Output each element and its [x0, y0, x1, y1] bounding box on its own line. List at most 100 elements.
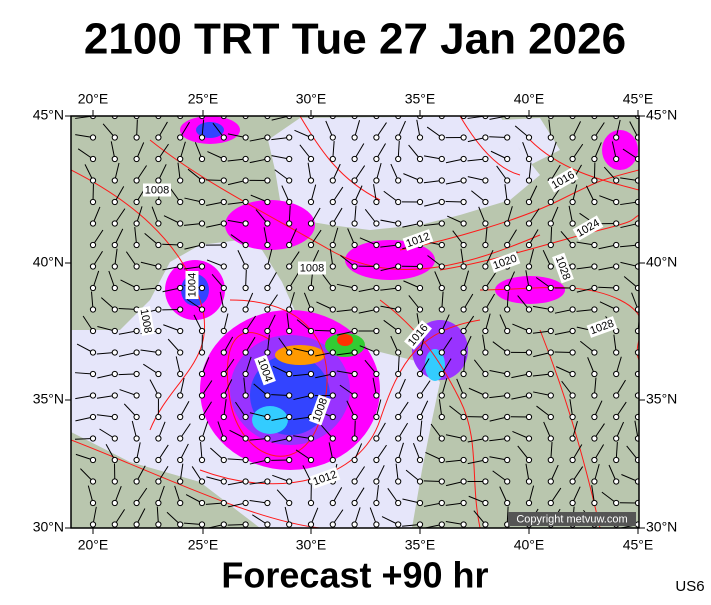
station: [221, 328, 226, 333]
station: [178, 135, 183, 140]
station: [134, 156, 139, 161]
station: [178, 500, 183, 505]
station: [396, 156, 401, 161]
station: [265, 500, 270, 505]
station: [374, 328, 379, 333]
station: [548, 199, 553, 204]
station: [526, 479, 531, 484]
station: [352, 522, 357, 527]
station: [396, 264, 401, 269]
station: [352, 242, 357, 247]
station: [112, 156, 117, 161]
station: [308, 285, 313, 290]
station: [199, 479, 204, 484]
station: [548, 156, 553, 161]
station: [439, 328, 444, 333]
station: [90, 479, 95, 484]
station: [614, 221, 619, 226]
station: [308, 500, 313, 505]
station: [178, 522, 183, 527]
station: [592, 264, 597, 269]
wind-barb: [98, 109, 115, 116]
station: [308, 393, 313, 398]
station: [396, 328, 401, 333]
station: [265, 457, 270, 462]
station: [483, 371, 488, 376]
wind-barb: [352, 98, 355, 116]
station: [461, 242, 466, 247]
station: [352, 436, 357, 441]
lat-label-right: 30°N: [646, 519, 677, 535]
station: [243, 414, 248, 419]
station: [330, 135, 335, 140]
station: [461, 479, 466, 484]
lat-label-right: 45°N: [646, 107, 677, 123]
station: [134, 328, 139, 333]
station: [352, 221, 357, 226]
station: [156, 522, 161, 527]
station: [308, 135, 313, 140]
station: [592, 371, 597, 376]
station: [461, 350, 466, 355]
station: [287, 328, 292, 333]
station: [352, 371, 357, 376]
station: [374, 135, 379, 140]
station: [374, 522, 379, 527]
station: [417, 285, 422, 290]
station: [635, 242, 640, 247]
station: [352, 414, 357, 419]
isobar-label: 1004: [186, 271, 199, 299]
station: [178, 328, 183, 333]
station: [243, 371, 248, 376]
station: [308, 457, 313, 462]
station: [156, 178, 161, 183]
station: [635, 371, 640, 376]
station: [614, 479, 619, 484]
station: [526, 264, 531, 269]
station: [178, 199, 183, 204]
station: [243, 199, 248, 204]
station: [570, 264, 575, 269]
station: [134, 371, 139, 376]
station: [570, 328, 575, 333]
station: [592, 242, 597, 247]
station: [374, 371, 379, 376]
station: [439, 414, 444, 419]
station: [505, 350, 510, 355]
station: [635, 328, 640, 333]
station: [221, 178, 226, 183]
station: [134, 199, 139, 204]
isobar-label: 1008: [143, 184, 171, 197]
station: [112, 500, 117, 505]
station: [265, 242, 270, 247]
station: [592, 156, 597, 161]
station: [483, 285, 488, 290]
station: [526, 221, 531, 226]
station: [417, 457, 422, 462]
station: [90, 199, 95, 204]
station: [287, 393, 292, 398]
station: [439, 436, 444, 441]
station: [374, 199, 379, 204]
station: [635, 221, 640, 226]
lat-label-left: 30°N: [33, 519, 64, 535]
station: [614, 242, 619, 247]
station: [352, 479, 357, 484]
station: [287, 457, 292, 462]
station: [483, 436, 488, 441]
lat-label-left: 35°N: [33, 391, 64, 407]
station: [614, 264, 619, 269]
station: [90, 393, 95, 398]
station: [90, 371, 95, 376]
station: [374, 393, 379, 398]
station: [330, 178, 335, 183]
station: [635, 522, 640, 527]
station: [548, 264, 553, 269]
station: [635, 178, 640, 183]
station: [417, 500, 422, 505]
station: [548, 135, 553, 140]
station: [90, 156, 95, 161]
station: [548, 500, 553, 505]
station: [287, 307, 292, 312]
station: [461, 199, 466, 204]
